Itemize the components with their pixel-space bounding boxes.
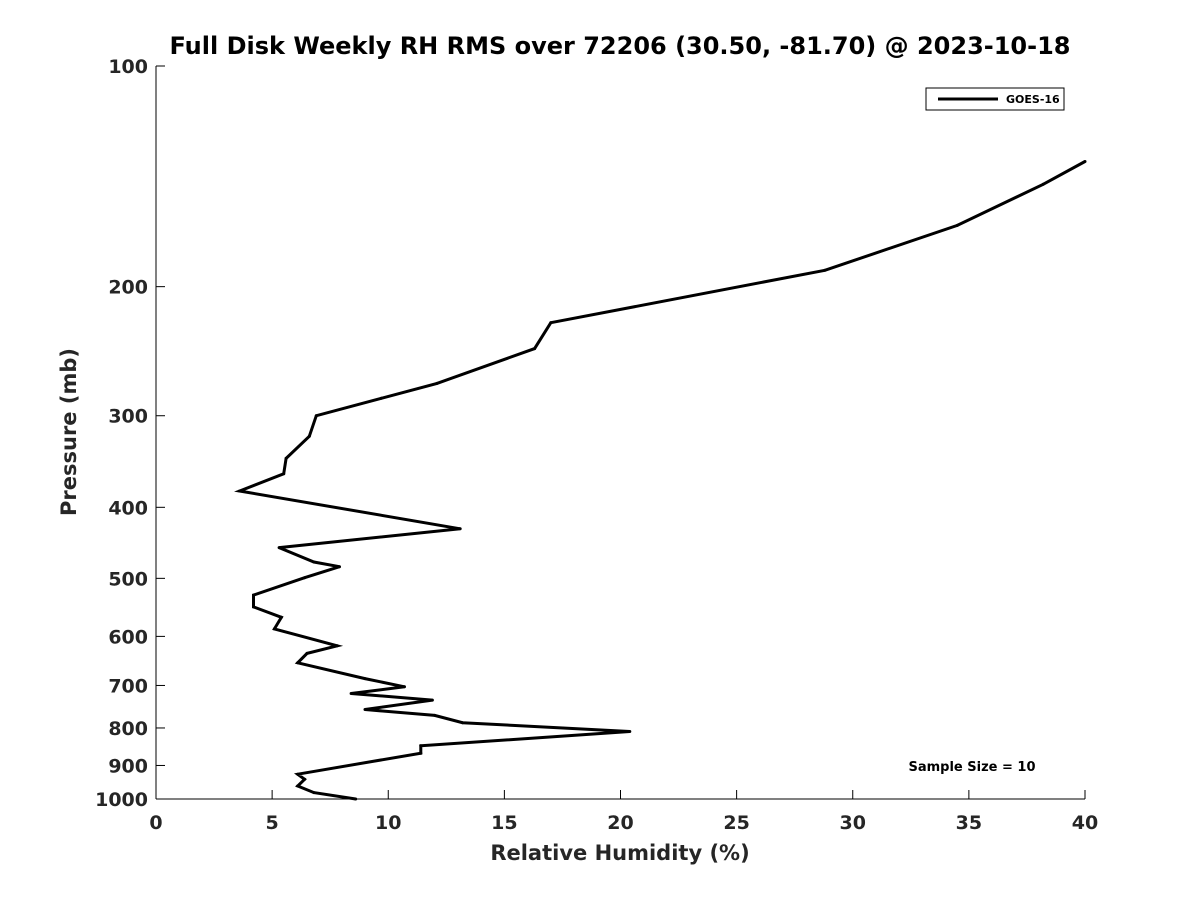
series-point [296,772,300,776]
series-point [403,685,406,689]
series-point [303,576,307,580]
x-tick-label: 5 [266,812,279,834]
series-point [458,527,462,531]
series-point [955,223,959,227]
series-point [307,434,311,438]
series-point [461,721,465,725]
series-point [363,708,367,711]
x-tick-label: 35 [956,812,982,834]
series-point [252,593,255,597]
series-point [279,615,283,619]
chart-title: Full Disk Weekly RH RMS over 72206 (30.5… [169,32,1070,60]
series-point [419,751,423,755]
series-point [282,472,286,476]
series-point [435,381,439,385]
x-axis-label: Relative Humidity (%) [490,841,749,865]
x-tick-label: 0 [149,812,162,834]
series-point [305,651,309,655]
legend-label-goes16: GOES-16 [1006,93,1060,106]
x-tick-label: 25 [723,812,749,834]
y-tick-label: 300 [108,406,148,428]
y-tick-label: 200 [108,277,148,299]
series-point [419,744,423,748]
series-point [533,347,537,351]
series-point [252,605,255,609]
y-tick-label: 400 [108,497,148,519]
series-point [1041,182,1045,186]
series-point [272,627,276,631]
y-axis-label: Pressure (mb) [57,348,81,516]
series-point [296,784,300,788]
series-point [277,546,281,550]
series-point [296,661,300,665]
series-point [238,489,242,493]
series-point [338,565,341,569]
y-tick-label: 600 [108,626,148,648]
y-axis-ticks: 100 200 300 400 500 600 700 800 900 1000 [95,56,165,811]
y-tick-label: 100 [108,56,148,78]
x-tick-label: 20 [607,812,633,834]
series-line-goes16 [234,160,1086,801]
series-point [549,321,553,325]
series-point [312,560,316,564]
y-tick-label: 1000 [95,789,148,811]
series-point [430,698,434,702]
x-tick-label: 40 [1072,812,1098,834]
series-point [354,797,358,801]
sample-size-annotation: Sample Size = 10 [908,760,1035,775]
x-tick-label: 30 [840,812,866,834]
series-point [433,713,437,717]
series-layer [234,160,1087,801]
x-axis-ticks: 0 5 10 15 20 25 30 35 40 [149,790,1098,834]
plot-area [155,66,1085,800]
legend: GOES-16 [925,87,1065,111]
series-point [314,414,318,418]
x-tick-label: 15 [491,812,517,834]
series-point [284,456,288,460]
series-point [823,268,827,272]
x-tick-label: 10 [375,812,401,834]
y-tick-label: 900 [108,755,148,777]
y-tick-label: 700 [108,675,148,697]
series-point [1083,160,1087,163]
series-point [303,777,307,781]
series-point [379,396,383,400]
series-point [335,644,339,648]
y-tick-label: 500 [108,568,148,590]
y-tick-label: 800 [108,718,148,740]
series-point [312,791,316,795]
series-point [363,677,367,681]
series-point [628,730,632,733]
series-point [349,692,353,695]
